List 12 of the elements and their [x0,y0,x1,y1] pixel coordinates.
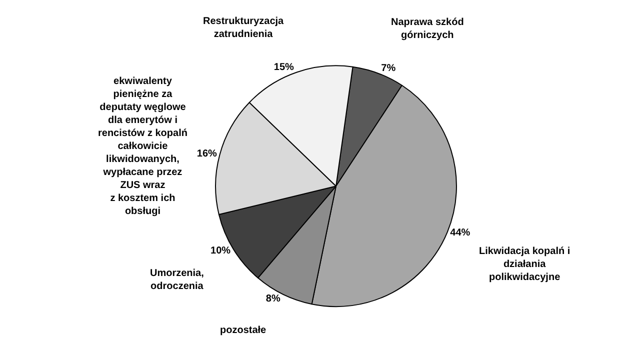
data-label: 10% [210,245,231,256]
data-label: 7% [381,63,396,74]
data-label: 8% [266,293,280,304]
slice-label: Likwidacja kopalń i działania polikwidacyjne [479,246,570,283]
slice-label: Umorzenia, odroczenia [150,268,204,292]
category-label: ekwiwalenty pieniężne za deputaty węglowe dla emerytów i rencistów z kopalń całkowicie likwidowanych, wypłacane przez ZUS wraz z kosztem ich obsługi [98,76,188,217]
slice-label: pozostałe [220,325,267,336]
data-label: 15% [274,62,294,73]
data-label: 44% [450,227,470,238]
slice-label: Naprawa szkód górniczych [391,17,464,41]
data-label: 16% [196,148,218,160]
slice-label: Restrukturyzacja zatrudnienia [203,16,284,40]
